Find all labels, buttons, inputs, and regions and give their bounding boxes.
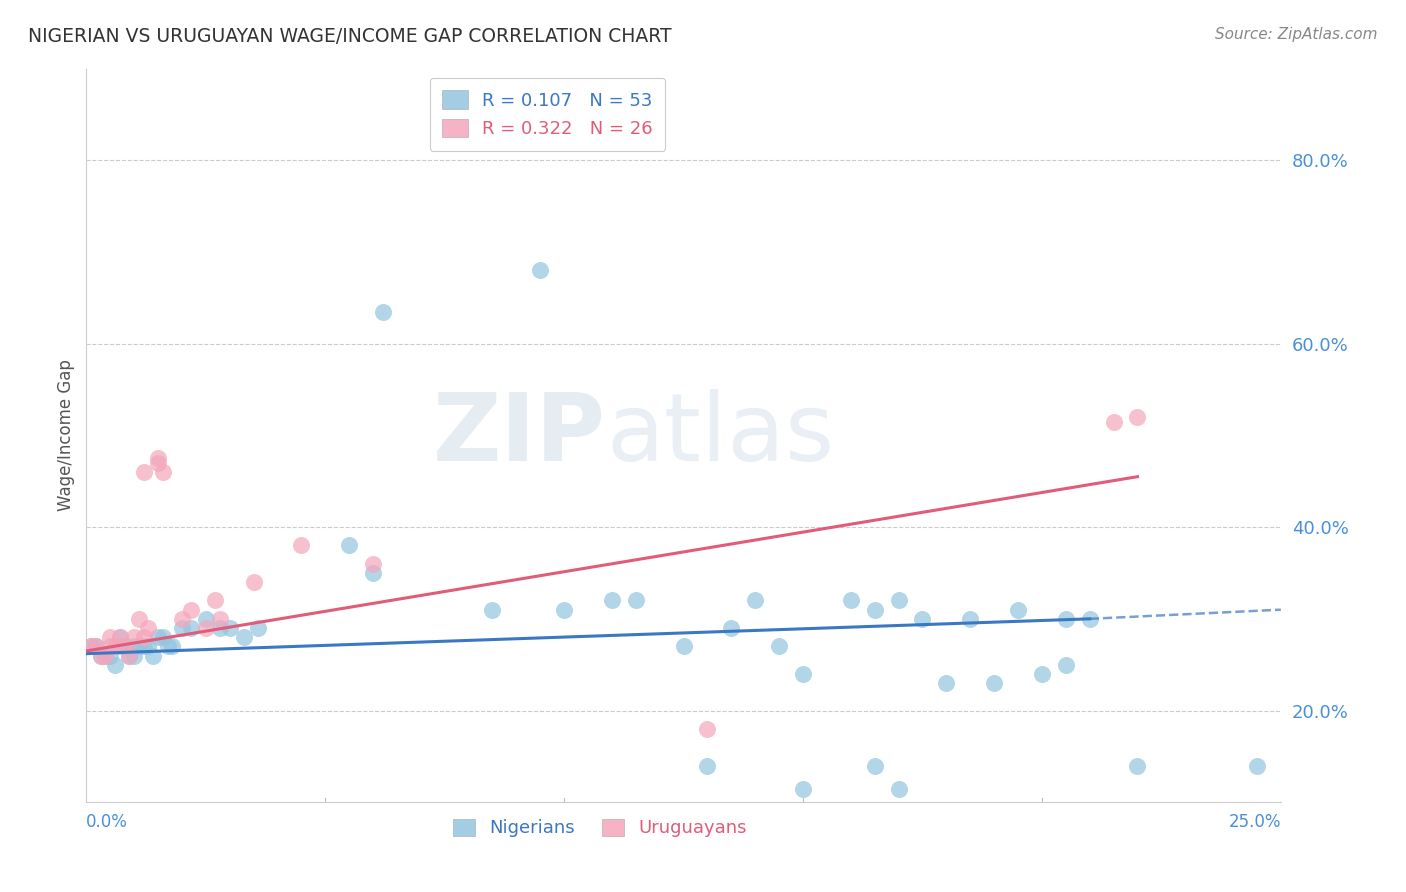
Point xyxy=(84,640,107,654)
Point xyxy=(887,593,910,607)
Point xyxy=(863,758,886,772)
Point xyxy=(128,612,150,626)
Point xyxy=(146,451,169,466)
Point xyxy=(792,666,814,681)
Point xyxy=(122,648,145,663)
Point xyxy=(98,640,121,654)
Point xyxy=(1054,612,1077,626)
Point xyxy=(94,648,117,663)
Point xyxy=(696,758,718,772)
Text: Source: ZipAtlas.com: Source: ZipAtlas.com xyxy=(1215,27,1378,42)
Point xyxy=(863,602,886,616)
Point xyxy=(887,781,910,796)
Point xyxy=(361,566,384,580)
Point xyxy=(114,640,136,654)
Point xyxy=(371,304,394,318)
Point xyxy=(118,648,141,663)
Point xyxy=(98,648,121,663)
Point xyxy=(696,722,718,736)
Point xyxy=(170,612,193,626)
Point xyxy=(170,621,193,635)
Point xyxy=(122,640,145,654)
Point xyxy=(152,630,174,644)
Point xyxy=(744,593,766,607)
Point xyxy=(1054,657,1077,672)
Point xyxy=(204,593,226,607)
Point xyxy=(624,593,647,607)
Point xyxy=(80,640,103,654)
Point xyxy=(118,648,141,663)
Point xyxy=(94,648,117,663)
Point xyxy=(132,630,155,644)
Point xyxy=(90,648,112,663)
Point xyxy=(218,621,240,635)
Point xyxy=(146,456,169,470)
Point xyxy=(720,621,742,635)
Point xyxy=(108,640,131,654)
Point xyxy=(529,263,551,277)
Point xyxy=(209,612,232,626)
Y-axis label: Wage/Income Gap: Wage/Income Gap xyxy=(58,359,75,511)
Point xyxy=(768,640,790,654)
Point xyxy=(132,465,155,479)
Point xyxy=(290,538,312,552)
Point xyxy=(90,648,112,663)
Point xyxy=(553,602,575,616)
Point xyxy=(108,630,131,644)
Point xyxy=(128,640,150,654)
Point xyxy=(481,602,503,616)
Point xyxy=(1078,612,1101,626)
Text: atlas: atlas xyxy=(606,390,834,482)
Point xyxy=(337,538,360,552)
Point xyxy=(1126,410,1149,425)
Point xyxy=(1102,415,1125,429)
Point xyxy=(180,621,202,635)
Point xyxy=(672,640,695,654)
Point xyxy=(156,640,179,654)
Point xyxy=(194,621,217,635)
Point xyxy=(104,640,127,654)
Legend: Nigerians, Uruguayans: Nigerians, Uruguayans xyxy=(446,812,754,845)
Point xyxy=(152,465,174,479)
Point xyxy=(209,621,232,635)
Point xyxy=(839,593,862,607)
Point xyxy=(600,593,623,607)
Text: 25.0%: 25.0% xyxy=(1229,814,1281,831)
Text: 0.0%: 0.0% xyxy=(86,814,128,831)
Point xyxy=(1031,666,1053,681)
Point xyxy=(1246,758,1268,772)
Point xyxy=(98,630,121,644)
Point xyxy=(180,602,202,616)
Point xyxy=(84,640,107,654)
Point xyxy=(162,640,184,654)
Point xyxy=(138,640,160,654)
Point xyxy=(242,575,264,590)
Point xyxy=(1126,758,1149,772)
Point xyxy=(911,612,934,626)
Point xyxy=(233,630,256,644)
Point xyxy=(108,630,131,644)
Point xyxy=(959,612,981,626)
Point xyxy=(361,557,384,571)
Point xyxy=(792,781,814,796)
Point xyxy=(104,657,127,672)
Point xyxy=(142,648,165,663)
Point xyxy=(114,640,136,654)
Point xyxy=(194,612,217,626)
Point xyxy=(80,640,103,654)
Text: NIGERIAN VS URUGUAYAN WAGE/INCOME GAP CORRELATION CHART: NIGERIAN VS URUGUAYAN WAGE/INCOME GAP CO… xyxy=(28,27,672,45)
Point xyxy=(146,630,169,644)
Point xyxy=(247,621,270,635)
Point xyxy=(983,676,1005,690)
Text: ZIP: ZIP xyxy=(433,390,606,482)
Point xyxy=(935,676,957,690)
Point xyxy=(1007,602,1029,616)
Point xyxy=(138,621,160,635)
Point xyxy=(132,640,155,654)
Point xyxy=(122,630,145,644)
